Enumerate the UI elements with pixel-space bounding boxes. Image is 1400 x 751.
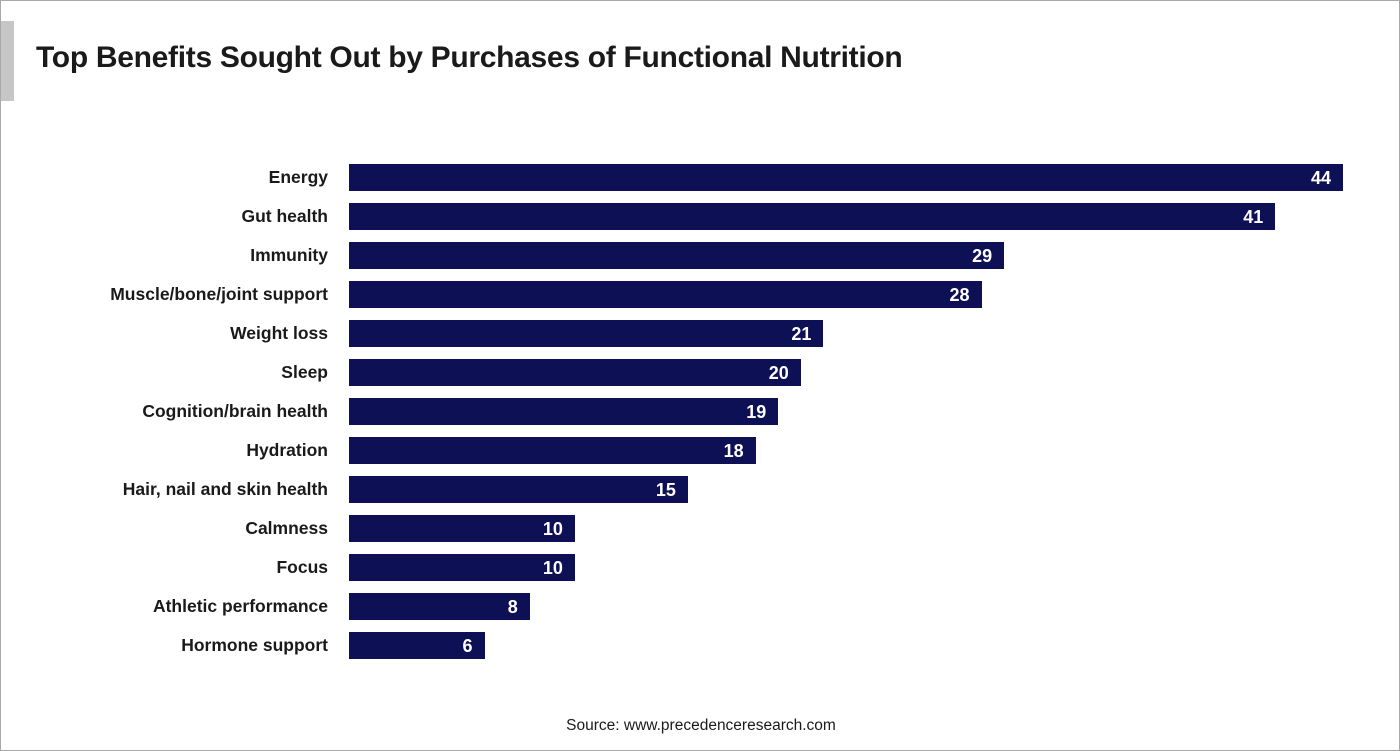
category-label: Immunity (250, 245, 328, 265)
value-label: 8 (507, 596, 518, 617)
bar-row: Sleep 20 (1, 353, 1399, 392)
bar: 15 (349, 476, 688, 503)
bar-row: Athletic performance 8 (1, 587, 1399, 626)
bar-track: 18 (349, 437, 1343, 464)
bar-track: 29 (349, 242, 1343, 269)
value-label: 28 (949, 284, 970, 305)
bar-track: 19 (349, 398, 1343, 425)
left-accent-bar (1, 21, 14, 101)
bar-track: 21 (349, 320, 1343, 347)
value-label: 6 (462, 635, 473, 656)
bar-row: Cognition/brain health 19 (1, 392, 1399, 431)
source-caption: Source: www.precedenceresearch.com (566, 717, 836, 734)
category-label: Weight loss (230, 323, 328, 343)
bar-track: 6 (349, 632, 1343, 659)
value-label: 21 (791, 323, 812, 344)
bar: 10 (349, 515, 575, 542)
category-label: Gut health (241, 206, 328, 226)
bar: 18 (349, 437, 756, 464)
value-label: 15 (655, 479, 676, 500)
category-label: Sleep (281, 362, 328, 382)
bar: 41 (349, 203, 1276, 230)
bar-row: Focus 10 (1, 548, 1399, 587)
category-label: Athletic performance (152, 596, 328, 616)
value-label: 10 (542, 518, 563, 539)
bar: 19 (349, 398, 779, 425)
bar-track: 10 (349, 554, 1343, 581)
bar-row: Energy 44 (1, 158, 1399, 197)
value-label: 20 (768, 362, 789, 383)
bar-track: 15 (349, 476, 1343, 503)
value-label: 44 (1310, 167, 1331, 188)
bar: 29 (349, 242, 1005, 269)
bar-track: 41 (349, 203, 1343, 230)
bar-row: Muscle/bone/joint support 28 (1, 275, 1399, 314)
bar-track: 10 (349, 515, 1343, 542)
bar-rows: Energy 44 Gut health 41 Immunity 29 Muscle/bon… (1, 158, 1399, 665)
value-label: 29 (972, 245, 993, 266)
bar-row: Hydration 18 (1, 431, 1399, 470)
category-label: Calmness (245, 518, 328, 538)
value-label: 10 (542, 557, 563, 578)
bar: 28 (349, 281, 982, 308)
chart-title: Top Benefits Sought Out by Purchases of … (36, 41, 903, 74)
category-label: Focus (276, 557, 328, 577)
bar-track: 44 (349, 164, 1343, 191)
category-label: Hormone support (181, 635, 328, 655)
category-label: Hair, nail and skin health (122, 479, 328, 499)
bar-row: Hair, nail and skin health 15 (1, 470, 1399, 509)
bar: 6 (349, 632, 485, 659)
bar-row: Weight loss 21 (1, 314, 1399, 353)
value-label: 19 (746, 401, 767, 422)
value-label: 18 (723, 440, 744, 461)
category-label: Cognition/brain health (142, 401, 328, 421)
bar-track: 8 (349, 593, 1343, 620)
bar: 20 (349, 359, 801, 386)
value-label: 41 (1243, 206, 1264, 227)
bar-track: 20 (349, 359, 1343, 386)
category-label: Muscle/bone/joint support (110, 284, 328, 304)
bar: 44 (349, 164, 1343, 191)
bar: 10 (349, 554, 575, 581)
bar-track: 28 (349, 281, 1343, 308)
category-label: Hydration (246, 440, 328, 460)
bar-row: Immunity 29 (1, 236, 1399, 275)
category-label: Energy (268, 167, 328, 187)
bar: 8 (349, 593, 530, 620)
bar-row: Gut health 41 (1, 197, 1399, 236)
bar-row: Calmness 10 (1, 509, 1399, 548)
bar-row: Hormone support 6 (1, 626, 1399, 665)
bar: 21 (349, 320, 824, 347)
